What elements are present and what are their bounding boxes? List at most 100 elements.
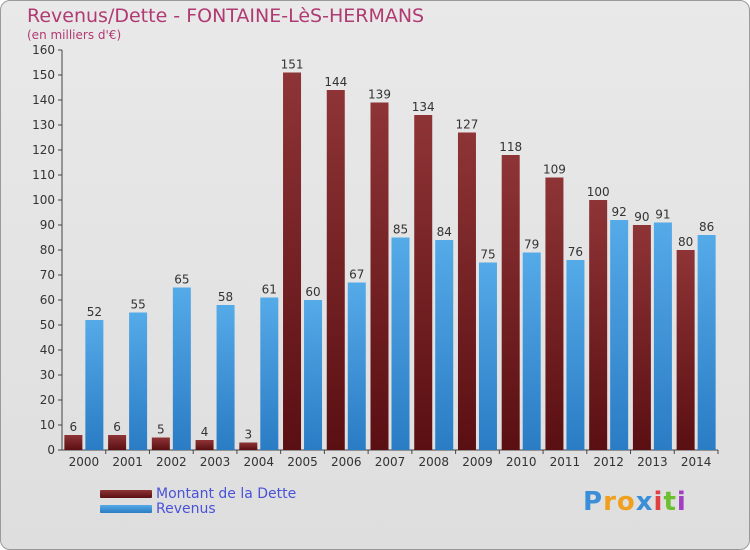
y-tick-label: 70 <box>40 268 55 282</box>
x-tick-label: 2010 <box>506 455 537 469</box>
bar-revenus <box>435 240 454 450</box>
y-tick-label: 50 <box>40 318 55 332</box>
legend-swatch-dette <box>100 489 152 498</box>
data-label-dette: 90 <box>634 210 649 224</box>
data-label-revenus: 84 <box>437 225 452 239</box>
bar-revenus <box>522 252 541 450</box>
bar-dette <box>151 437 170 450</box>
x-tick-label: 2014 <box>681 455 712 469</box>
bar-dette <box>457 132 476 450</box>
bar-revenus <box>85 320 104 450</box>
y-tick-label: 60 <box>40 293 55 307</box>
y-tick-label: 90 <box>40 218 55 232</box>
data-label-revenus: 67 <box>349 268 364 282</box>
bar-revenus <box>391 237 410 450</box>
legend-swatch-revenus <box>100 504 152 513</box>
bar-dette <box>632 225 651 450</box>
bar-dette <box>589 200 608 450</box>
logo-letter: o <box>616 487 636 517</box>
y-tick-label: 40 <box>40 343 55 357</box>
y-tick-label: 100 <box>32 193 55 207</box>
data-label-revenus: 55 <box>130 298 145 312</box>
x-tick-label: 2007 <box>375 455 406 469</box>
logo-letter: x <box>635 487 654 517</box>
y-tick-label: 30 <box>40 368 55 382</box>
x-tick-label: 2006 <box>331 455 362 469</box>
bar-revenus <box>478 262 497 450</box>
legend-label-dette: Montant de la Dette <box>156 485 297 502</box>
y-tick-label: 120 <box>32 143 55 157</box>
data-label-revenus: 91 <box>655 208 670 222</box>
y-tick-label: 130 <box>32 118 55 132</box>
x-tick-label: 2001 <box>112 455 143 469</box>
data-label-revenus: 92 <box>612 205 627 219</box>
bar-dette <box>414 115 433 450</box>
proxiti-logo: Proxiti <box>583 487 687 517</box>
bar-revenus <box>260 297 279 450</box>
bar-revenus <box>566 260 585 450</box>
data-label-dette: 151 <box>281 58 304 72</box>
data-label-dette: 6 <box>70 420 78 434</box>
x-tick-label: 2005 <box>287 455 318 469</box>
y-tick-label: 140 <box>32 93 55 107</box>
x-tick-label: 2009 <box>462 455 493 469</box>
data-label-revenus: 75 <box>480 248 495 262</box>
bar-revenus <box>653 222 672 450</box>
bar-revenus <box>129 312 148 450</box>
x-tick-label: 2000 <box>69 455 100 469</box>
data-label-revenus: 85 <box>393 223 408 237</box>
data-label-revenus: 76 <box>568 245 583 259</box>
x-tick-label: 2012 <box>593 455 624 469</box>
bar-dette <box>108 435 127 450</box>
logo-letter: i <box>653 487 664 517</box>
data-label-dette: 118 <box>499 140 522 154</box>
legend: Montant de la Dette Revenus <box>100 485 297 517</box>
bar-revenus <box>172 287 191 450</box>
data-label-dette: 109 <box>543 163 566 177</box>
y-tick-label: 150 <box>32 68 55 82</box>
data-label-dette: 3 <box>244 428 252 442</box>
bar-dette <box>370 102 389 450</box>
data-label-revenus: 60 <box>305 285 320 299</box>
data-label-dette: 100 <box>587 185 610 199</box>
bar-dette <box>326 90 345 450</box>
logo-letter: P <box>583 487 604 517</box>
logo-letter: i <box>676 487 687 517</box>
legend-label-revenus: Revenus <box>156 500 216 517</box>
x-tick-label: 2003 <box>200 455 231 469</box>
data-label-dette: 80 <box>678 235 693 249</box>
bar-dette <box>239 442 258 450</box>
x-tick-label: 2008 <box>418 455 449 469</box>
data-label-revenus: 65 <box>174 273 189 287</box>
y-tick-label: 160 <box>32 43 55 57</box>
logo-letter: t <box>663 487 677 517</box>
data-label-dette: 5 <box>157 423 165 437</box>
chart-title: Revenus/Dette - FONTAINE-LèS-HERMANS <box>27 5 425 27</box>
y-tick-label: 0 <box>47 443 55 457</box>
data-label-dette: 144 <box>324 75 347 89</box>
data-label-revenus: 61 <box>262 283 277 297</box>
y-tick-label: 80 <box>40 243 55 257</box>
bar-dette <box>283 72 302 450</box>
legend-item-revenus: Revenus <box>100 500 296 517</box>
data-label-dette: 6 <box>113 420 121 434</box>
bar-dette <box>545 177 564 450</box>
y-tick-label: 10 <box>40 418 55 432</box>
bar-dette <box>195 440 214 450</box>
x-tick-label: 2002 <box>156 455 187 469</box>
bar-revenus <box>697 235 716 450</box>
x-tick-label: 2011 <box>550 455 581 469</box>
data-label-dette: 127 <box>456 118 479 132</box>
bar-revenus <box>347 282 366 450</box>
data-label-dette: 134 <box>412 100 435 114</box>
bar-revenus <box>304 300 323 450</box>
y-tick-label: 20 <box>40 393 55 407</box>
chart-subtitle: (en milliers d'€) <box>27 28 122 42</box>
data-label-revenus: 52 <box>87 305 102 319</box>
data-label-revenus: 58 <box>218 290 233 304</box>
logo-letter: r <box>603 487 617 517</box>
data-label-dette: 139 <box>368 88 391 102</box>
data-label-revenus: 86 <box>699 220 714 234</box>
data-label-revenus: 79 <box>524 238 539 252</box>
